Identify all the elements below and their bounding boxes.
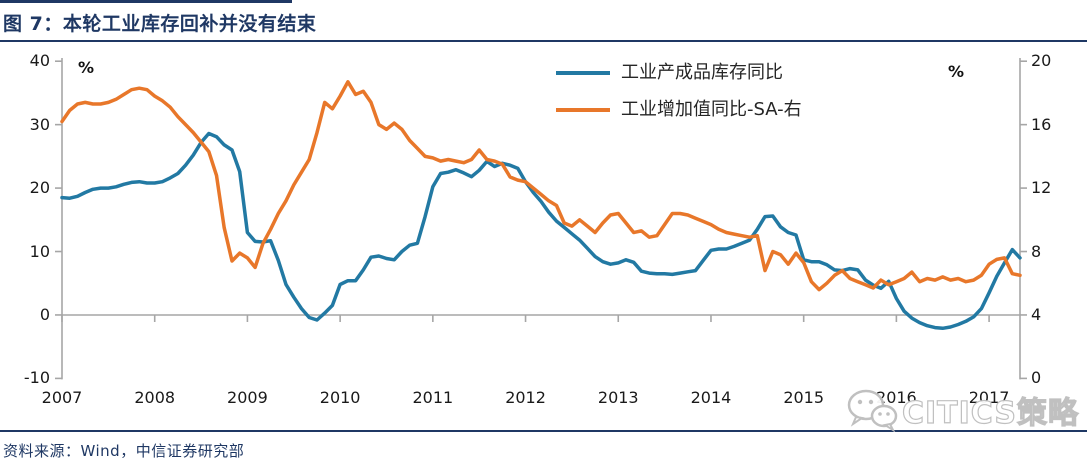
right-axis-unit-label: % <box>948 62 965 81</box>
legend-swatch-inventory <box>556 71 610 75</box>
source-note: 资料来源：Wind，中信证券研究部 <box>3 442 245 460</box>
figure-title: 图 7：本轮工业库存回补并没有结束 <box>3 13 317 35</box>
wechat-icon <box>847 389 898 432</box>
top-border-segment <box>0 0 292 3</box>
legend-label-iva: 工业增加值同比-SA-右 <box>621 99 802 120</box>
series-line-iva <box>60 80 1022 292</box>
watermark: CITICS策略 <box>846 388 1079 432</box>
series-line-inventory <box>60 131 1022 331</box>
title-rule <box>0 40 1087 42</box>
legend-swatch-iva <box>556 108 610 112</box>
legend: 工业产成品库存同比 工业增加值同比-SA-右 <box>556 62 802 121</box>
left-axis-unit-label: % <box>78 58 95 77</box>
legend-label-inventory: 工业产成品库存同比 <box>621 62 783 83</box>
watermark-label: CITICS策略 <box>901 395 1079 431</box>
legend-item-iva: 工业增加值同比-SA-右 <box>556 99 802 121</box>
bottom-rule <box>0 430 1087 432</box>
legend-item-inventory: 工业产成品库存同比 <box>556 62 802 84</box>
